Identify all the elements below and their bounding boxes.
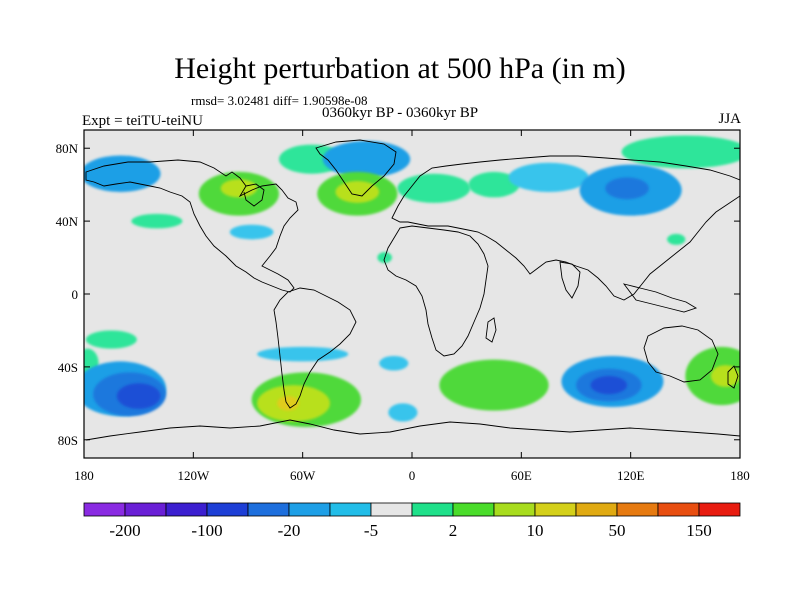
negative-anomaly-level-2	[605, 177, 649, 200]
lat-tick-label: 40N	[56, 214, 79, 229]
positive-anomaly-level-0	[621, 135, 740, 169]
lon-tick-label: 180	[74, 468, 94, 483]
colorbar-label: -5	[364, 521, 378, 540]
statistics-text: rmsd= 3.02481 diff= 1.90598e-08	[191, 93, 368, 108]
colorbar-label: 10	[527, 521, 544, 540]
colorbar-label: -200	[109, 521, 140, 540]
period-label: 0360kyr BP - 0360kyr BP	[321, 105, 479, 121]
colorbar-swatch	[575, 502, 618, 517]
experiment-label: Expt = teiTU-teiNU	[82, 113, 203, 129]
positive-anomaly-level-0	[397, 173, 471, 203]
colorbar-label: 50	[609, 521, 626, 540]
coastlines	[85, 139, 740, 441]
anomaly-field	[84, 135, 740, 428]
lat-tick-label: 0	[72, 287, 79, 302]
colorbar-swatch	[124, 502, 167, 517]
colorbar-swatch	[247, 502, 290, 517]
lon-tick-label: 0	[409, 468, 416, 483]
coastline-north-america	[85, 159, 299, 293]
coastline-eurasia	[391, 155, 740, 301]
colorbar-swatch	[411, 502, 454, 517]
colorbar-swatch	[370, 502, 413, 517]
colorbar-swatch	[206, 502, 249, 517]
lon-tick-label: 180	[730, 468, 750, 483]
positive-anomaly-level-0	[131, 213, 183, 229]
negative-anomaly-level-3	[590, 376, 628, 395]
positive-anomaly-level-1	[439, 359, 549, 411]
colorbar-swatch	[288, 502, 331, 517]
lon-tick-label: 120E	[617, 468, 645, 483]
negative-anomaly-level-0	[229, 224, 274, 240]
positive-anomaly-level-0	[468, 171, 520, 198]
colorbar-swatch	[452, 502, 495, 517]
colorbar: -200 -100 -20 -5 2 10 50 150	[83, 502, 741, 540]
lon-tick-label: 120W	[177, 468, 210, 483]
lon-tick-label: 60W	[290, 468, 316, 483]
coastline-southeast-asia	[622, 283, 698, 313]
negative-anomaly-level-0	[257, 346, 349, 362]
lat-tick-label: 80S	[58, 433, 78, 448]
negative-anomaly-level-0	[388, 403, 418, 422]
colorbar-label: -20	[278, 521, 301, 540]
coastline-madagascar	[485, 317, 497, 343]
lon-tick-label: 60E	[511, 468, 532, 483]
negative-anomaly-level-3	[116, 383, 161, 409]
season-label: JJA	[718, 111, 741, 127]
coastline-india	[559, 261, 581, 299]
colorbar-label: 2	[449, 521, 458, 540]
negative-anomaly-level-1	[84, 155, 161, 192]
page-title: Height perturbation at 500 hPa (in m)	[174, 52, 626, 85]
colorbar-swatch	[83, 502, 126, 517]
colorbar-swatch	[657, 502, 700, 517]
axis-ticks: 80N 40N 0 40S 80S 180 120W 60W 0 60E 120E 180	[56, 130, 750, 483]
positive-anomaly-level-2	[710, 365, 740, 387]
colorbar-label: -100	[191, 521, 222, 540]
negative-anomaly-level-0	[508, 162, 589, 192]
coastline-africa	[383, 225, 489, 357]
colorbar-swatch	[493, 502, 536, 517]
coastline-antarctica	[85, 419, 740, 441]
negative-anomaly-level-0	[379, 355, 409, 371]
positive-anomaly-level-2	[335, 181, 380, 203]
colorbar-label: 150	[686, 521, 712, 540]
negative-anomaly-level-1	[322, 140, 411, 178]
positive-anomaly-level-2	[220, 179, 258, 198]
colorbar-swatch	[329, 502, 372, 517]
colorbar-swatch	[534, 502, 577, 517]
lat-tick-label: 80N	[56, 141, 79, 156]
positive-anomaly-level-3	[277, 396, 300, 411]
colorbar-swatch	[698, 502, 741, 517]
coastline-australia	[643, 325, 719, 383]
colorbar-swatch	[616, 502, 659, 517]
coastline-new-zealand	[727, 365, 739, 389]
coastline-greenland	[315, 139, 397, 197]
coastline-south-america	[273, 287, 357, 409]
lat-tick-label: 40S	[58, 360, 78, 375]
colorbar-swatch	[165, 502, 208, 517]
positive-anomaly-level-0	[667, 233, 686, 245]
positive-anomaly-level-0	[85, 330, 137, 349]
coastline-hudson-bay	[243, 183, 265, 207]
